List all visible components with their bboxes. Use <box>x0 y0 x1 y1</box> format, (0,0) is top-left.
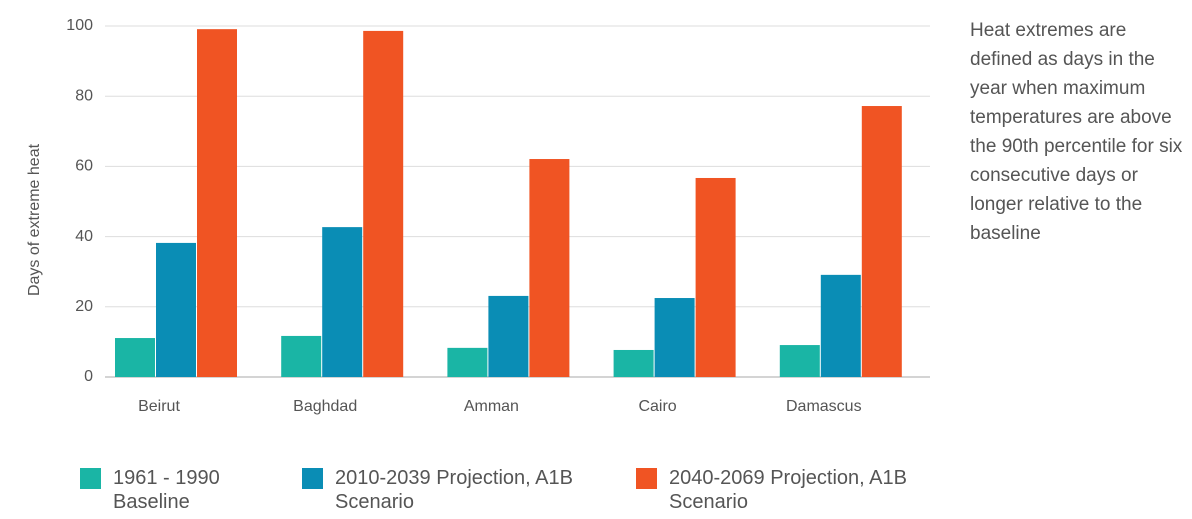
y-tick-label: 60 <box>75 158 93 175</box>
legend-label: 2040-2069 Projection, A1B Scenario <box>669 467 907 513</box>
y-tick-label: 80 <box>75 87 93 104</box>
x-tick-label: Beirut <box>138 398 180 415</box>
x-tick-label: Amman <box>464 398 519 415</box>
bar <box>695 177 736 377</box>
bar <box>613 349 654 377</box>
bar <box>322 227 363 377</box>
legend-item: 2040-2069 Projection, A1B Scenario <box>636 466 919 514</box>
bar <box>529 159 570 377</box>
y-tick-label: 0 <box>84 368 93 385</box>
chart: Days of extreme heat 0 20 40 60 80 100 Beirut B… <box>26 17 930 415</box>
legend-label: 2010-2039 Projection, A1B Scenario <box>335 467 573 513</box>
y-axis-label: Days of extreme heat <box>26 143 43 296</box>
x-tick-label: Cairo <box>638 398 676 415</box>
bar <box>447 347 488 377</box>
x-tick-label: Damascus <box>786 398 862 415</box>
bar <box>197 29 237 378</box>
y-tick-label: 40 <box>75 228 93 245</box>
bar <box>820 274 861 377</box>
bar <box>654 298 695 377</box>
bar <box>363 30 404 377</box>
legend-item: 2010-2039 Projection, A1B Scenario <box>302 466 585 514</box>
bar <box>779 345 820 377</box>
legend-swatch <box>636 468 657 489</box>
y-tick-label: 100 <box>66 17 93 34</box>
legend-swatch <box>80 468 101 489</box>
legend-swatch <box>302 468 323 489</box>
legend-label: 1961 - 1990 Baseline <box>113 467 220 513</box>
bar <box>861 106 902 377</box>
note: Heat extremes are defined as days in the… <box>970 20 1183 244</box>
x-tick-label: Baghdad <box>293 398 357 415</box>
bar <box>156 242 196 377</box>
y-tick-label: 20 <box>75 298 93 315</box>
legend-item: 1961 - 1990 Baseline <box>80 466 263 514</box>
bar <box>488 295 529 377</box>
bar <box>115 338 155 377</box>
bar <box>281 335 322 377</box>
